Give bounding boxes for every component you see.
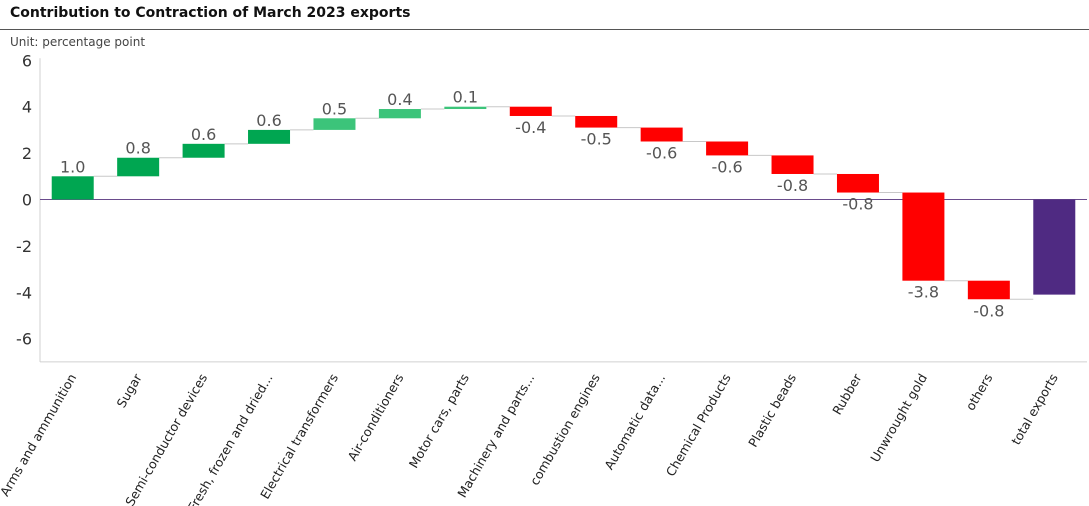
y-tick-label: 6: [22, 51, 32, 70]
x-tick-label: Arms and ammunition: [0, 371, 79, 499]
data-label: 0.5: [322, 99, 347, 118]
x-tick-label: Plastic beads: [745, 371, 799, 450]
data-label: 0.1: [453, 88, 478, 107]
bar: [117, 157, 160, 177]
bar: [182, 143, 225, 158]
bar: [1033, 199, 1076, 295]
bar: [706, 141, 749, 156]
data-label: -3.8: [908, 283, 939, 302]
bar: [444, 106, 487, 110]
x-tick-label: Air-conditioners: [345, 371, 407, 463]
data-label: -0.6: [646, 144, 677, 163]
x-tick-label: Unwrought gold: [867, 371, 930, 465]
unit-label: Unit: percentage point: [10, 35, 146, 49]
data-label: -0.8: [777, 176, 808, 195]
bar: [967, 280, 1010, 300]
x-tick-label: Chemical Products: [663, 371, 734, 479]
y-tick-label: -4: [16, 283, 32, 302]
data-label: 1.0: [60, 157, 85, 176]
bar: [313, 118, 356, 130]
y-tick-label: -6: [16, 330, 32, 349]
bar: [248, 129, 291, 144]
data-label: 0.6: [256, 111, 281, 130]
y-tick-label: -2: [16, 237, 32, 256]
y-tick-label: 0: [22, 191, 32, 210]
x-tick-label: Sugar: [113, 370, 145, 410]
x-tick-label: combustion engines: [527, 371, 603, 488]
x-tick-label: total exports: [1008, 371, 1061, 447]
data-label: 0.6: [191, 125, 216, 144]
title-divider: [0, 29, 1089, 30]
bar: [836, 173, 879, 193]
x-tick-label: Motor cars, parts: [406, 371, 472, 471]
x-tick-label: Automatic data...: [601, 371, 668, 472]
x-tick-label: others: [963, 371, 996, 413]
data-label: -0.8: [842, 195, 873, 214]
x-tick-label: Electrical transformers: [257, 371, 341, 502]
data-label: -0.4: [515, 118, 546, 137]
bar: [771, 155, 814, 174]
chart-title: Contribution to Contraction of March 202…: [10, 5, 411, 21]
bar: [575, 115, 618, 128]
data-label: 0.8: [125, 139, 150, 158]
bar: [640, 127, 683, 142]
data-label: -0.5: [581, 130, 612, 149]
bar: [509, 106, 552, 116]
x-tick-label: Machinery and parts...: [454, 371, 537, 500]
bar: [378, 109, 421, 119]
data-label: -0.8: [973, 301, 1004, 320]
bar: [902, 192, 945, 281]
data-label: -0.6: [711, 157, 742, 176]
data-label: 0.4: [387, 90, 412, 109]
y-tick-label: 2: [22, 144, 32, 163]
bar: [51, 176, 94, 200]
x-tick-label: Rubber: [829, 370, 865, 417]
y-tick-label: 4: [22, 98, 32, 117]
